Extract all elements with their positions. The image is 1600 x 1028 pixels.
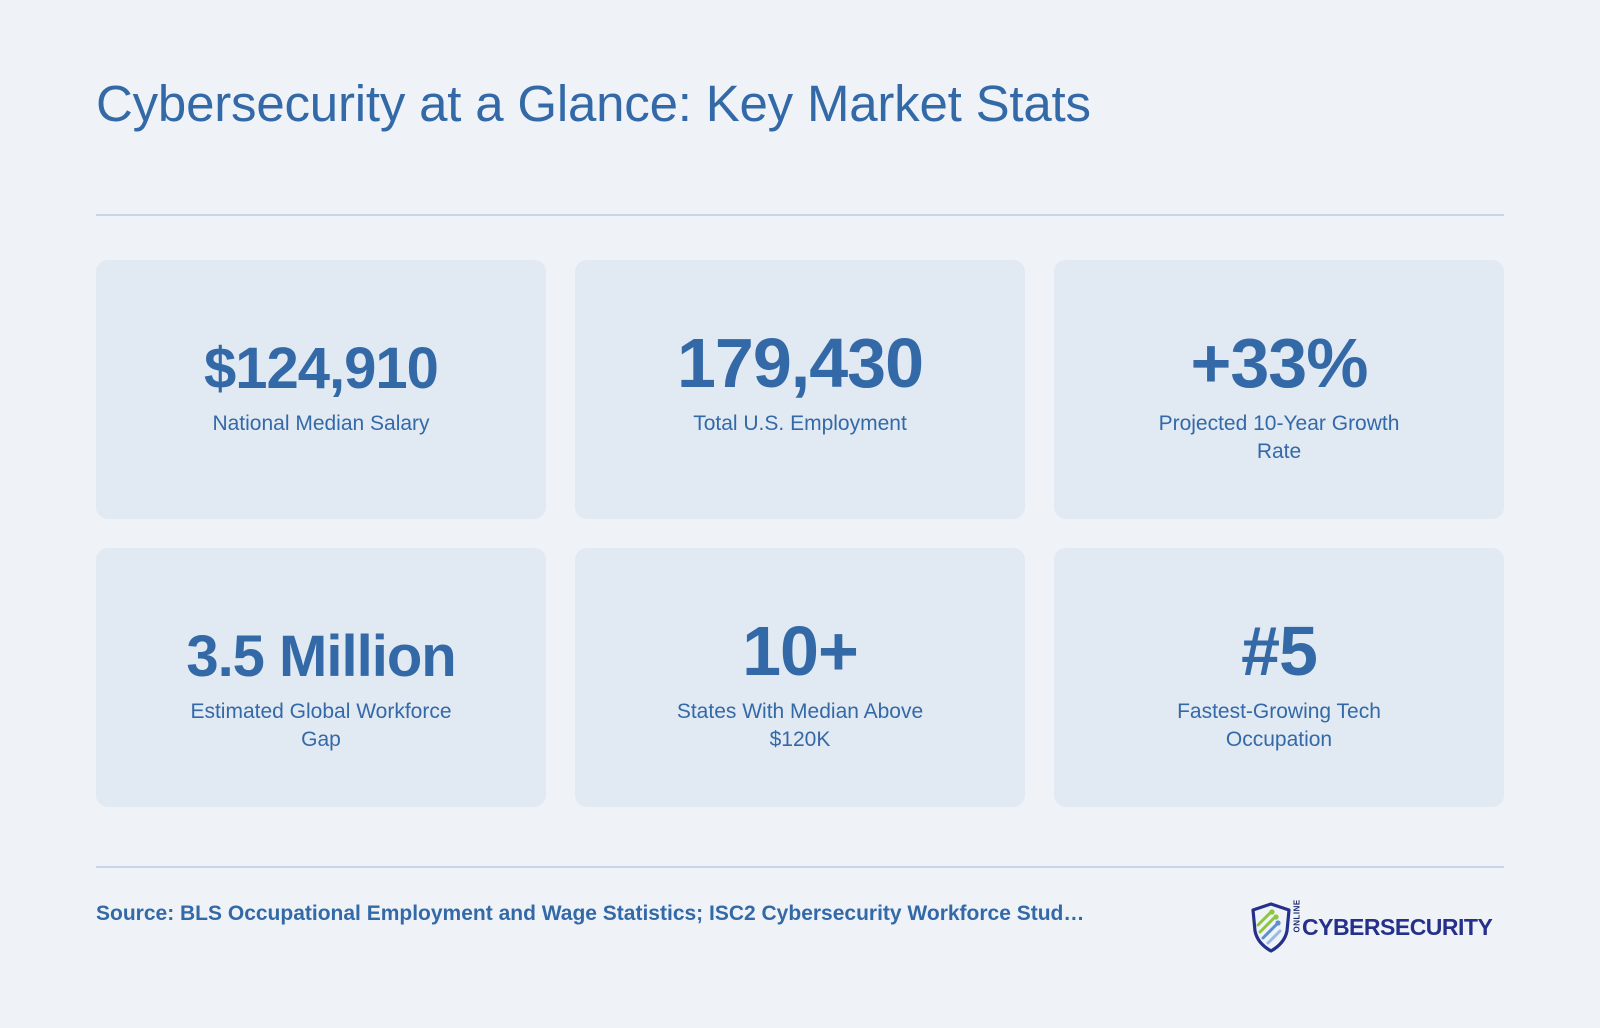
stat-card-growth-rate: +33% Projected 10-Year Growth Rate xyxy=(1054,260,1504,519)
stat-label: Projected 10-Year Growth Rate xyxy=(1158,412,1400,463)
bottom-divider xyxy=(96,866,1504,868)
top-divider xyxy=(96,214,1504,216)
stat-label: States With Median Above $120K xyxy=(676,700,924,751)
source-citation: Source: BLS Occupational Employment and … xyxy=(96,902,1085,925)
stat-card-states-above: 10+ States With Median Above $120K xyxy=(575,548,1025,807)
stat-card-median-salary: $124,910 National Median Salary xyxy=(96,260,546,519)
stat-label: Fastest-Growing Tech Occupation xyxy=(1177,700,1381,751)
stat-card-tech-occupation-rank: #5 Fastest-Growing Tech Occupation xyxy=(1054,548,1504,807)
stat-value: $124,910 xyxy=(204,336,439,401)
brand-logo[interactable]: ONLINE CYBERSECURITY xyxy=(1248,898,1500,954)
stat-label: Estimated Global Workforce Gap xyxy=(190,700,452,751)
stat-card-total-employment: 179,430 Total U.S. Employment xyxy=(575,260,1025,519)
shield-circuit-icon xyxy=(1248,901,1294,953)
stat-value: 179,430 xyxy=(676,324,924,402)
stats-grid: $124,910 National Median Salary 179,430 … xyxy=(96,260,1504,807)
stat-label: Total U.S. Employment xyxy=(693,412,907,435)
stat-card-workforce-gap: 3.5 Million Estimated Global Workforce G… xyxy=(96,548,546,807)
stat-value: #5 xyxy=(1241,612,1318,690)
stat-label: National Median Salary xyxy=(212,412,430,435)
logo-online-text: ONLINE xyxy=(1292,898,1302,932)
logo-wordmark: CYBERSECURITY xyxy=(1302,913,1493,940)
stat-value: 3.5 Million xyxy=(186,624,456,689)
stat-value: +33% xyxy=(1190,324,1369,402)
stat-value: 10+ xyxy=(742,612,859,690)
page-title: Cybersecurity at a Glance: Key Market St… xyxy=(96,75,1091,132)
